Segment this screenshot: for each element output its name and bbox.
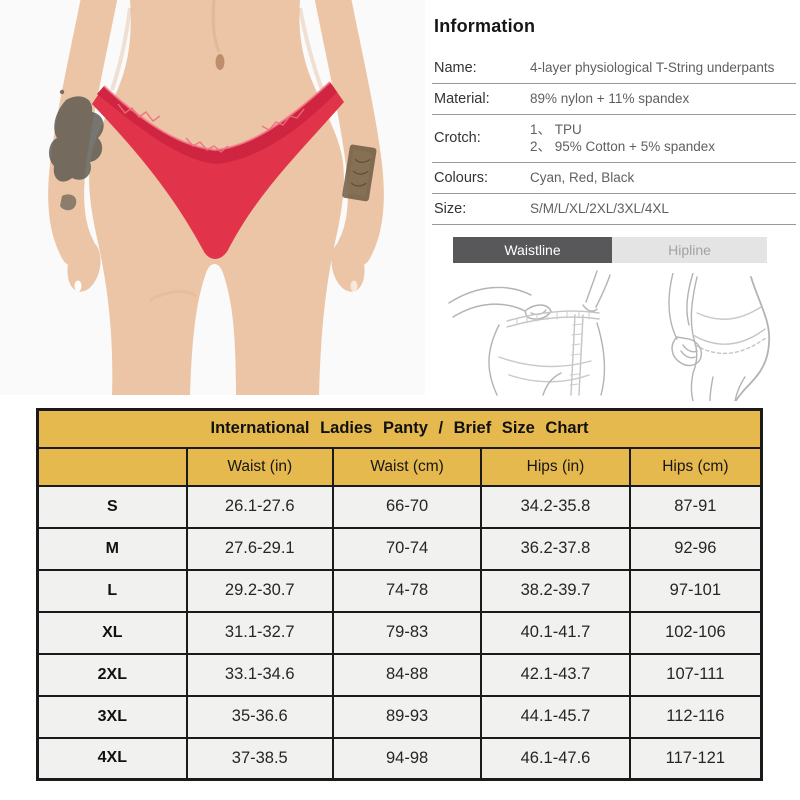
size-label: 2XL (36, 652, 188, 697)
table-title-row: International Ladies Panty / Brief Size … (36, 408, 763, 449)
table-row: 2XL 33.1-34.6 84-88 42.1-43.7 107-111 (36, 652, 763, 697)
info-row-crotch: Crotch: 1、 TPU 2、 95% Cotton + 5% spande… (432, 115, 796, 163)
header-cell: Waist (cm) (331, 446, 483, 487)
table-row: XL 31.1-32.7 79-83 40.1-41.7 102-106 (36, 610, 763, 655)
size-value: 97-101 (628, 568, 763, 613)
size-value: 112-116 (628, 694, 763, 739)
size-value: 66-70 (331, 484, 483, 529)
size-value: 40.1-41.7 (480, 610, 631, 655)
size-value: 87-91 (628, 484, 763, 529)
info-label-colours: Colours: (434, 169, 488, 186)
info-value-material: 89% nylon + 11% spandex (530, 91, 690, 106)
size-value: 37-38.5 (185, 736, 334, 781)
table-row: S 26.1-27.6 66-70 34.2-35.8 87-91 (36, 484, 763, 529)
info-value-size: S/M/L/XL/2XL/3XL/4XL (530, 201, 669, 216)
tab-waistline[interactable]: Waistline (453, 237, 612, 263)
header-cell: Hips (in) (480, 446, 631, 487)
size-value: 31.1-32.7 (185, 610, 334, 655)
info-value-name: 4-layer physiological T-String underpant… (530, 60, 775, 75)
size-chart-table: International Ladies Panty / Brief Size … (36, 408, 763, 781)
info-label-material: Material: (434, 90, 490, 107)
information-heading: Information (434, 16, 536, 36)
table-row: 4XL 37-38.5 94-98 46.1-47.6 117-121 (36, 736, 763, 781)
table-title: International Ladies Panty / Brief Size … (36, 408, 763, 449)
size-value: 42.1-43.7 (480, 652, 631, 697)
tab-hipline[interactable]: Hipline (612, 237, 767, 263)
info-row-name: Name: 4-layer physiological T-String und… (432, 53, 796, 84)
size-label: L (36, 568, 188, 613)
size-value: 74-78 (331, 568, 483, 613)
size-table-body: S 26.1-27.6 66-70 34.2-35.8 87-91 M 27.6-29.1 7… (36, 484, 763, 781)
measurement-tabs: Waistline Hipline (453, 237, 767, 263)
size-value: 70-74 (331, 526, 483, 571)
size-label: 4XL (36, 736, 188, 781)
measurement-sketches (447, 269, 792, 401)
size-value: 94-98 (331, 736, 483, 781)
size-value: 79-83 (331, 610, 483, 655)
info-row-material: Material: 89% nylon + 11% spandex (432, 84, 796, 115)
size-value: 89-93 (331, 694, 483, 739)
size-value: 107-111 (628, 652, 763, 697)
size-label: 3XL (36, 694, 188, 739)
header-cell: Waist (in) (185, 446, 334, 487)
size-value: 27.6-29.1 (185, 526, 334, 571)
red-panty (92, 81, 344, 259)
product-photo (0, 0, 425, 395)
size-value: 102-106 (628, 610, 763, 655)
size-value: 29.2-30.7 (185, 568, 334, 613)
size-label: S (36, 484, 188, 529)
size-value: 26.1-27.6 (185, 484, 334, 529)
size-value: 117-121 (628, 736, 763, 781)
size-label: XL (36, 610, 188, 655)
navel (215, 54, 225, 70)
size-value: 36.2-37.8 (480, 526, 631, 571)
info-value-crotch: 1、 TPU 2、 95% Cotton + 5% spandex (530, 121, 715, 155)
left-arm-tattoo (48, 89, 104, 211)
size-value: 46.1-47.6 (480, 736, 631, 781)
information-panel: Information Name: 4-layer physiological … (432, 16, 796, 225)
table-row: 3XL 35-36.6 89-93 44.1-45.7 112-116 (36, 694, 763, 739)
table-row: L 29.2-30.7 74-78 38.2-39.7 97-101 (36, 568, 763, 613)
model-torso-illustration (0, 0, 425, 395)
size-value: 92-96 (628, 526, 763, 571)
size-value: 35-36.6 (185, 694, 334, 739)
size-value: 44.1-45.7 (480, 694, 631, 739)
info-row-size: Size: S/M/L/XL/2XL/3XL/4XL (432, 194, 796, 225)
info-value-colours: Cyan, Red, Black (530, 170, 635, 185)
header-cell: Hips (cm) (628, 446, 763, 487)
size-value: 34.2-35.8 (480, 484, 631, 529)
crotch-line-2: 2、 95% Cotton + 5% spandex (530, 139, 715, 154)
right-arm-tattoo (342, 144, 377, 202)
hip-measurement-sketch (668, 273, 771, 401)
waist-measurement-sketch (448, 270, 611, 396)
size-value: 33.1-34.6 (185, 652, 334, 697)
size-label: M (36, 526, 188, 571)
size-value: 38.2-39.7 (480, 568, 631, 613)
table-header-row: Waist (in) Waist (cm) Hips (in) Hips (cm) (36, 446, 763, 487)
info-label-size: Size: (434, 200, 467, 217)
size-value: 84-88 (331, 652, 483, 697)
info-label-crotch: Crotch: (434, 130, 481, 146)
table-row: M 27.6-29.1 70-74 36.2-37.8 92-96 (36, 526, 763, 571)
header-cell-empty (36, 446, 188, 487)
info-row-colours: Colours: Cyan, Red, Black (432, 163, 796, 194)
crotch-line-1: 1、 TPU (530, 122, 582, 137)
info-label-name: Name: (434, 59, 477, 76)
